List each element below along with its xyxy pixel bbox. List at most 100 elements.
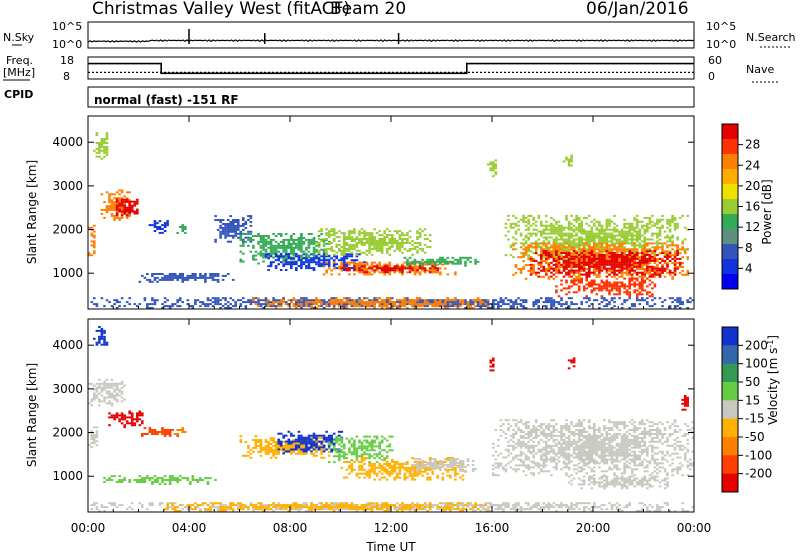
heatmap-cell [567, 287, 571, 290]
heatmap-cell [466, 258, 470, 261]
heatmap-cell [345, 301, 349, 304]
heatmap-cell [224, 226, 227, 229]
heatmap-cell [474, 262, 477, 265]
heatmap-cell [678, 271, 682, 274]
heatmap-cell [115, 208, 119, 211]
heatmap-cell [436, 271, 439, 274]
heatmap-cell [166, 222, 169, 225]
heatmap-cell [608, 285, 611, 288]
heatmap-cell [322, 259, 326, 262]
heatmap-cell [181, 301, 184, 304]
heatmap-cell [93, 392, 96, 395]
heatmap-cell [353, 265, 356, 268]
heatmap-cell [565, 259, 568, 262]
heatmap-cell [656, 240, 659, 243]
station-title: Christmas Valley West (fitACF) [92, 0, 350, 19]
heatmap-cell [628, 287, 631, 290]
heatmap-cell [279, 244, 283, 247]
heatmap-cell [406, 249, 409, 252]
heatmap-cell [322, 261, 326, 264]
heatmap-cell [653, 250, 657, 253]
heatmap-cell [537, 242, 541, 245]
heatmap-cell [585, 295, 588, 298]
colorbar-swatch [722, 124, 738, 140]
heatmap-cell [300, 261, 303, 264]
heatmap-cell [661, 252, 664, 254]
heatmap-cell [123, 210, 126, 213]
heatmap-cell [651, 295, 654, 298]
heatmap-cell [272, 437, 275, 440]
heatmap-cell [590, 256, 594, 259]
heatmap-cell [219, 307, 222, 309]
heatmap-cell [552, 259, 556, 262]
heatmap-cell [100, 138, 104, 141]
heatmap-cell [161, 427, 164, 430]
heatmap-cell [103, 140, 106, 142]
heatmap-cell [653, 248, 657, 251]
heatmap-cell [504, 303, 508, 306]
heatmap-cell [93, 426, 96, 429]
heatmap-cell [426, 269, 429, 272]
heatmap-cell [234, 305, 237, 308]
heatmap-cell [671, 234, 674, 237]
heatmap-cell [464, 260, 467, 263]
heatmap-cell [295, 242, 298, 245]
heatmap-cell [343, 236, 346, 239]
heatmap-cell [88, 254, 91, 257]
heatmap-cell [368, 299, 371, 302]
heatmap-cell [671, 244, 674, 247]
heatmap-cell [555, 246, 558, 249]
heatmap-cell [194, 479, 197, 481]
heatmap-cell [290, 301, 293, 304]
heatmap-cell [590, 248, 594, 251]
heatmap-cell [547, 255, 551, 258]
heatmap-cell [648, 283, 652, 286]
heatmap-cell [128, 297, 131, 300]
heatmap-cell [469, 260, 472, 263]
heatmap-cell [613, 283, 616, 286]
heatmap-cell [633, 260, 636, 263]
heatmap-cell [181, 477, 184, 480]
heatmap-cell [113, 201, 116, 204]
heatmap-cell [406, 299, 409, 302]
heatmap-cell [158, 273, 162, 275]
heatmap-cell [300, 246, 303, 249]
heatmap-cell [608, 293, 611, 296]
heatmap-cell [572, 255, 576, 258]
heatmap-cell [138, 424, 142, 427]
heatmap-cell [580, 242, 583, 245]
heatmap-cell [125, 197, 129, 200]
heatmap-cell [380, 269, 384, 272]
heatmap-cell [418, 262, 422, 265]
heatmap-cell [577, 238, 581, 241]
y-tick-label: 4000 [52, 135, 83, 149]
heatmap-cell [575, 252, 578, 254]
heatmap-cell [514, 264, 518, 266]
heatmap-cell [115, 412, 119, 415]
heatmap-cell [623, 257, 626, 260]
heatmap-cell [282, 441, 285, 443]
heatmap-cell [373, 228, 376, 231]
heatmap-cell [163, 483, 167, 485]
heatmap-cell [237, 226, 240, 229]
heatmap-cell [138, 303, 142, 306]
heatmap-cell [302, 240, 306, 243]
heatmap-cell [252, 235, 255, 237]
heatmap-cell [125, 210, 129, 213]
heatmap-cell [653, 297, 657, 300]
heatmap-cell [532, 222, 535, 225]
heatmap-cell [413, 307, 417, 309]
heatmap-cell [383, 236, 386, 239]
heatmap-cell [274, 441, 278, 443]
heatmap-cell [290, 258, 293, 261]
heatmap-cell [312, 248, 316, 251]
heatmap-cell [613, 273, 616, 276]
heatmap-cell [194, 303, 197, 306]
heatmap-cell [620, 263, 624, 266]
heatmap-cell [305, 259, 308, 262]
heatmap-cell [651, 214, 654, 217]
heatmap-cell [565, 281, 568, 284]
heatmap-cell [673, 263, 677, 266]
heatmap-cell [620, 307, 624, 309]
heatmap-cell [575, 220, 578, 223]
